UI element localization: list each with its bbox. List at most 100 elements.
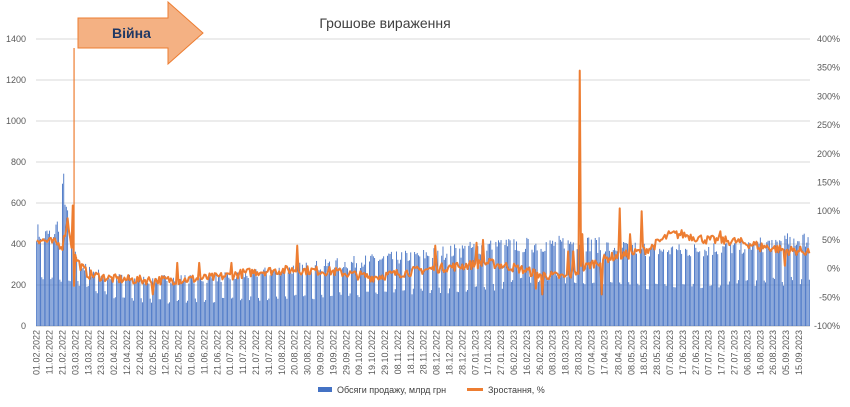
bar bbox=[469, 241, 471, 326]
right-tick-label: 300% bbox=[817, 91, 840, 101]
bar bbox=[116, 276, 118, 326]
bar bbox=[415, 254, 417, 326]
war-arrow-label: Війна bbox=[112, 25, 151, 41]
bar bbox=[354, 267, 356, 326]
bar bbox=[134, 278, 136, 326]
bar bbox=[727, 284, 729, 326]
bar bbox=[98, 269, 100, 326]
bar bbox=[681, 253, 683, 326]
bar bbox=[384, 291, 386, 326]
x-tick-label: 19.10.2022 bbox=[367, 330, 377, 375]
bar bbox=[251, 269, 253, 326]
bar bbox=[625, 243, 627, 326]
bar bbox=[83, 270, 85, 326]
bar bbox=[63, 173, 65, 326]
right-tick-label: 150% bbox=[817, 178, 840, 188]
bar bbox=[55, 224, 57, 326]
bar bbox=[325, 259, 327, 326]
bar bbox=[430, 290, 432, 326]
x-tick-label: 26.02.2023 bbox=[535, 330, 545, 375]
bar bbox=[101, 276, 103, 326]
bar bbox=[634, 242, 636, 326]
bar bbox=[448, 288, 450, 326]
bar bbox=[789, 236, 791, 326]
bar bbox=[232, 297, 234, 326]
bar bbox=[610, 282, 612, 326]
bar bbox=[406, 252, 408, 326]
bar bbox=[730, 244, 732, 326]
bar bbox=[387, 255, 388, 326]
bar bbox=[67, 210, 69, 326]
x-tick-label: 09.10.2022 bbox=[354, 330, 364, 375]
bar bbox=[797, 241, 799, 326]
bar bbox=[638, 285, 640, 326]
bar bbox=[763, 280, 765, 326]
bar bbox=[472, 247, 474, 326]
bar bbox=[220, 282, 222, 326]
bar bbox=[314, 265, 316, 326]
bar bbox=[411, 294, 413, 326]
bar bbox=[357, 295, 359, 326]
bar bbox=[433, 248, 435, 326]
bar bbox=[144, 283, 146, 326]
bar bbox=[597, 252, 599, 326]
bar bbox=[225, 272, 227, 326]
bar bbox=[176, 300, 178, 326]
bar bbox=[152, 278, 154, 326]
x-axis-ticks: 01.02.2022 11.02.2022 21.02.2022 03.03.2022… bbox=[32, 330, 804, 375]
bar bbox=[491, 249, 493, 326]
bar bbox=[223, 297, 225, 326]
bar bbox=[802, 234, 804, 326]
bar bbox=[501, 288, 503, 326]
bar bbox=[673, 287, 675, 326]
bar bbox=[518, 251, 520, 326]
bar bbox=[370, 255, 372, 326]
x-tick-label: 02.04.2022 bbox=[109, 330, 119, 375]
bar bbox=[709, 285, 711, 326]
bar bbox=[498, 240, 499, 326]
bar bbox=[544, 250, 546, 326]
bar bbox=[193, 283, 195, 326]
bar bbox=[579, 244, 581, 326]
bar bbox=[532, 252, 534, 326]
bar bbox=[429, 293, 431, 326]
bar bbox=[561, 241, 563, 326]
right-tick-label: 50% bbox=[822, 235, 840, 245]
bar bbox=[366, 291, 368, 326]
right-tick-label: 100% bbox=[817, 206, 840, 216]
bar bbox=[539, 280, 541, 326]
bar bbox=[705, 251, 707, 326]
bar bbox=[280, 275, 281, 326]
bar bbox=[334, 267, 336, 326]
x-tick-label: 28.12.2022 bbox=[457, 330, 467, 375]
bar bbox=[483, 287, 485, 326]
bar bbox=[754, 285, 756, 326]
bar bbox=[174, 281, 176, 326]
bar bbox=[307, 272, 308, 326]
bar bbox=[565, 283, 566, 326]
bar bbox=[398, 263, 400, 326]
bar bbox=[549, 240, 551, 326]
bar bbox=[61, 183, 63, 326]
bar bbox=[274, 270, 276, 326]
bar bbox=[614, 247, 616, 326]
bar bbox=[49, 230, 50, 326]
bar bbox=[339, 292, 341, 326]
bar bbox=[202, 281, 204, 326]
bar bbox=[270, 269, 272, 326]
bar bbox=[599, 250, 601, 326]
bar bbox=[467, 290, 468, 326]
x-tick-label: 09.09.2022 bbox=[315, 330, 325, 375]
bar bbox=[527, 238, 529, 326]
bar bbox=[656, 284, 658, 326]
x-tick-label: 19.09.2022 bbox=[328, 330, 338, 375]
bar bbox=[371, 254, 373, 326]
bar bbox=[65, 206, 67, 326]
bar bbox=[298, 266, 299, 326]
x-tick-label: 07.07.2023 bbox=[704, 330, 714, 375]
bar bbox=[228, 277, 230, 326]
bar bbox=[378, 260, 379, 326]
bar bbox=[265, 272, 267, 326]
bar bbox=[719, 285, 721, 326]
bar bbox=[267, 300, 268, 326]
